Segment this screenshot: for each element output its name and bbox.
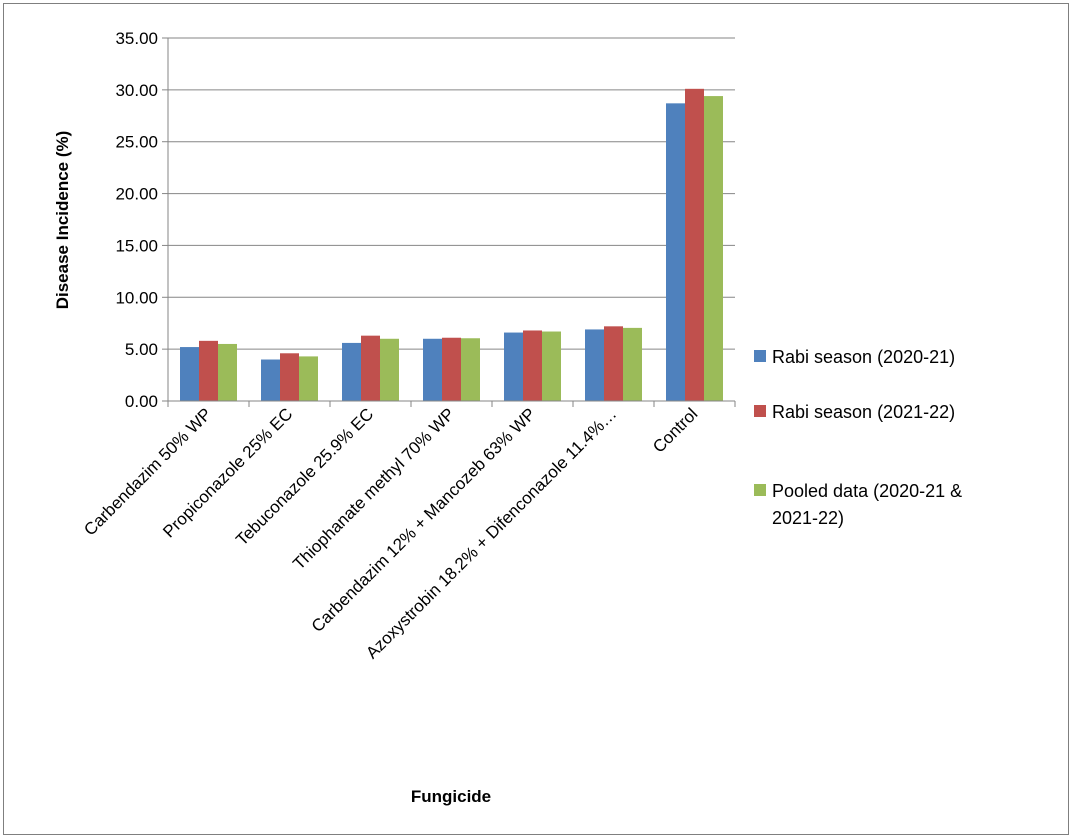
bar	[442, 337, 461, 401]
bar	[504, 332, 523, 401]
y-tick-label: 25.00	[115, 133, 158, 152]
y-tick-label: 0.00	[125, 392, 158, 411]
legend-label: Pooled data (2020-21 &	[772, 481, 962, 501]
bar	[585, 329, 604, 401]
bar	[704, 96, 723, 401]
bar	[299, 356, 318, 401]
y-axis-title: Disease Incidence (%)	[53, 131, 72, 310]
legend-label: Rabi season (2021-22)	[772, 402, 955, 422]
bar	[361, 335, 380, 401]
bar	[423, 338, 442, 401]
y-tick-label: 10.00	[115, 288, 158, 307]
y-tick-label: 30.00	[115, 81, 158, 100]
bar	[604, 326, 623, 401]
y-tick-label: 35.00	[115, 29, 158, 48]
bar	[199, 340, 218, 401]
legend-label: Rabi season (2020-21)	[772, 347, 955, 367]
bar	[218, 343, 237, 401]
bar	[666, 103, 685, 401]
bar	[461, 338, 480, 401]
y-tick-label: 5.00	[125, 340, 158, 359]
legend-swatch	[754, 484, 766, 496]
bar	[685, 88, 704, 401]
bar	[342, 342, 361, 401]
legend: Rabi season (2020-21) Rabi season (2021-2…	[754, 347, 962, 528]
legend-swatch	[754, 350, 766, 362]
y-tick-label: 15.00	[115, 236, 158, 255]
x-axis-title: Fungicide	[411, 787, 491, 806]
bar	[180, 347, 199, 401]
legend-swatch	[754, 405, 766, 417]
legend-label: 2021-22)	[772, 508, 844, 528]
bar	[261, 359, 280, 401]
bar	[623, 327, 642, 401]
bars	[180, 88, 723, 401]
bar	[380, 338, 399, 401]
bar	[542, 331, 561, 401]
y-tick-label: 20.00	[115, 185, 158, 204]
bar	[280, 353, 299, 401]
bar	[523, 330, 542, 401]
